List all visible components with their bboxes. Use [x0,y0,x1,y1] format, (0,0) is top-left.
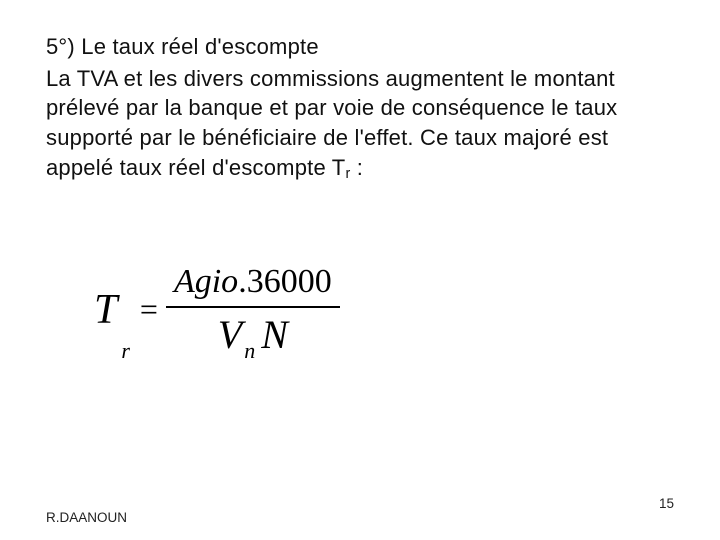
formula-fraction: Agio.36000 V n N [166,262,340,357]
formula-lhs-subscript: r [121,338,130,364]
denominator-sym2: N [261,312,288,358]
footer-author: R.DAANOUN [46,510,162,526]
numerator-dot: . [238,263,247,300]
formula-denominator: V n N [210,312,296,358]
denominator-sym1: V [218,312,242,358]
fraction-bar [166,306,340,308]
section-heading: 5°) Le taux réel d'escompte [46,32,674,62]
paragraph-subscript: r [345,166,350,182]
formula-numerator: Agio.36000 [166,262,340,301]
formula-container: T r = Agio.36000 V n N [46,262,674,357]
footer-left: R.DAANOUN MATHEMATIQUES FINANCIERES [46,494,162,540]
formula-lhs-symbol: T [94,286,117,334]
numerator-var: Agio [174,263,238,300]
denominator-subscript: n [244,338,255,363]
slide: 5°) Le taux réel d'escompte La TVA et le… [0,0,720,540]
formula-equals: = [140,291,158,328]
formula: T r = Agio.36000 V n N [94,262,674,357]
page-number: 15 [659,494,674,512]
paragraph-part1: La TVA et les divers commissions augment… [46,66,617,180]
slide-footer: R.DAANOUN MATHEMATIQUES FINANCIERES 15 [46,494,674,540]
paragraph-part2: : [350,155,363,180]
body-text-block: 5°) Le taux réel d'escompte La TVA et le… [46,32,674,182]
numerator-const: 36000 [247,263,332,300]
